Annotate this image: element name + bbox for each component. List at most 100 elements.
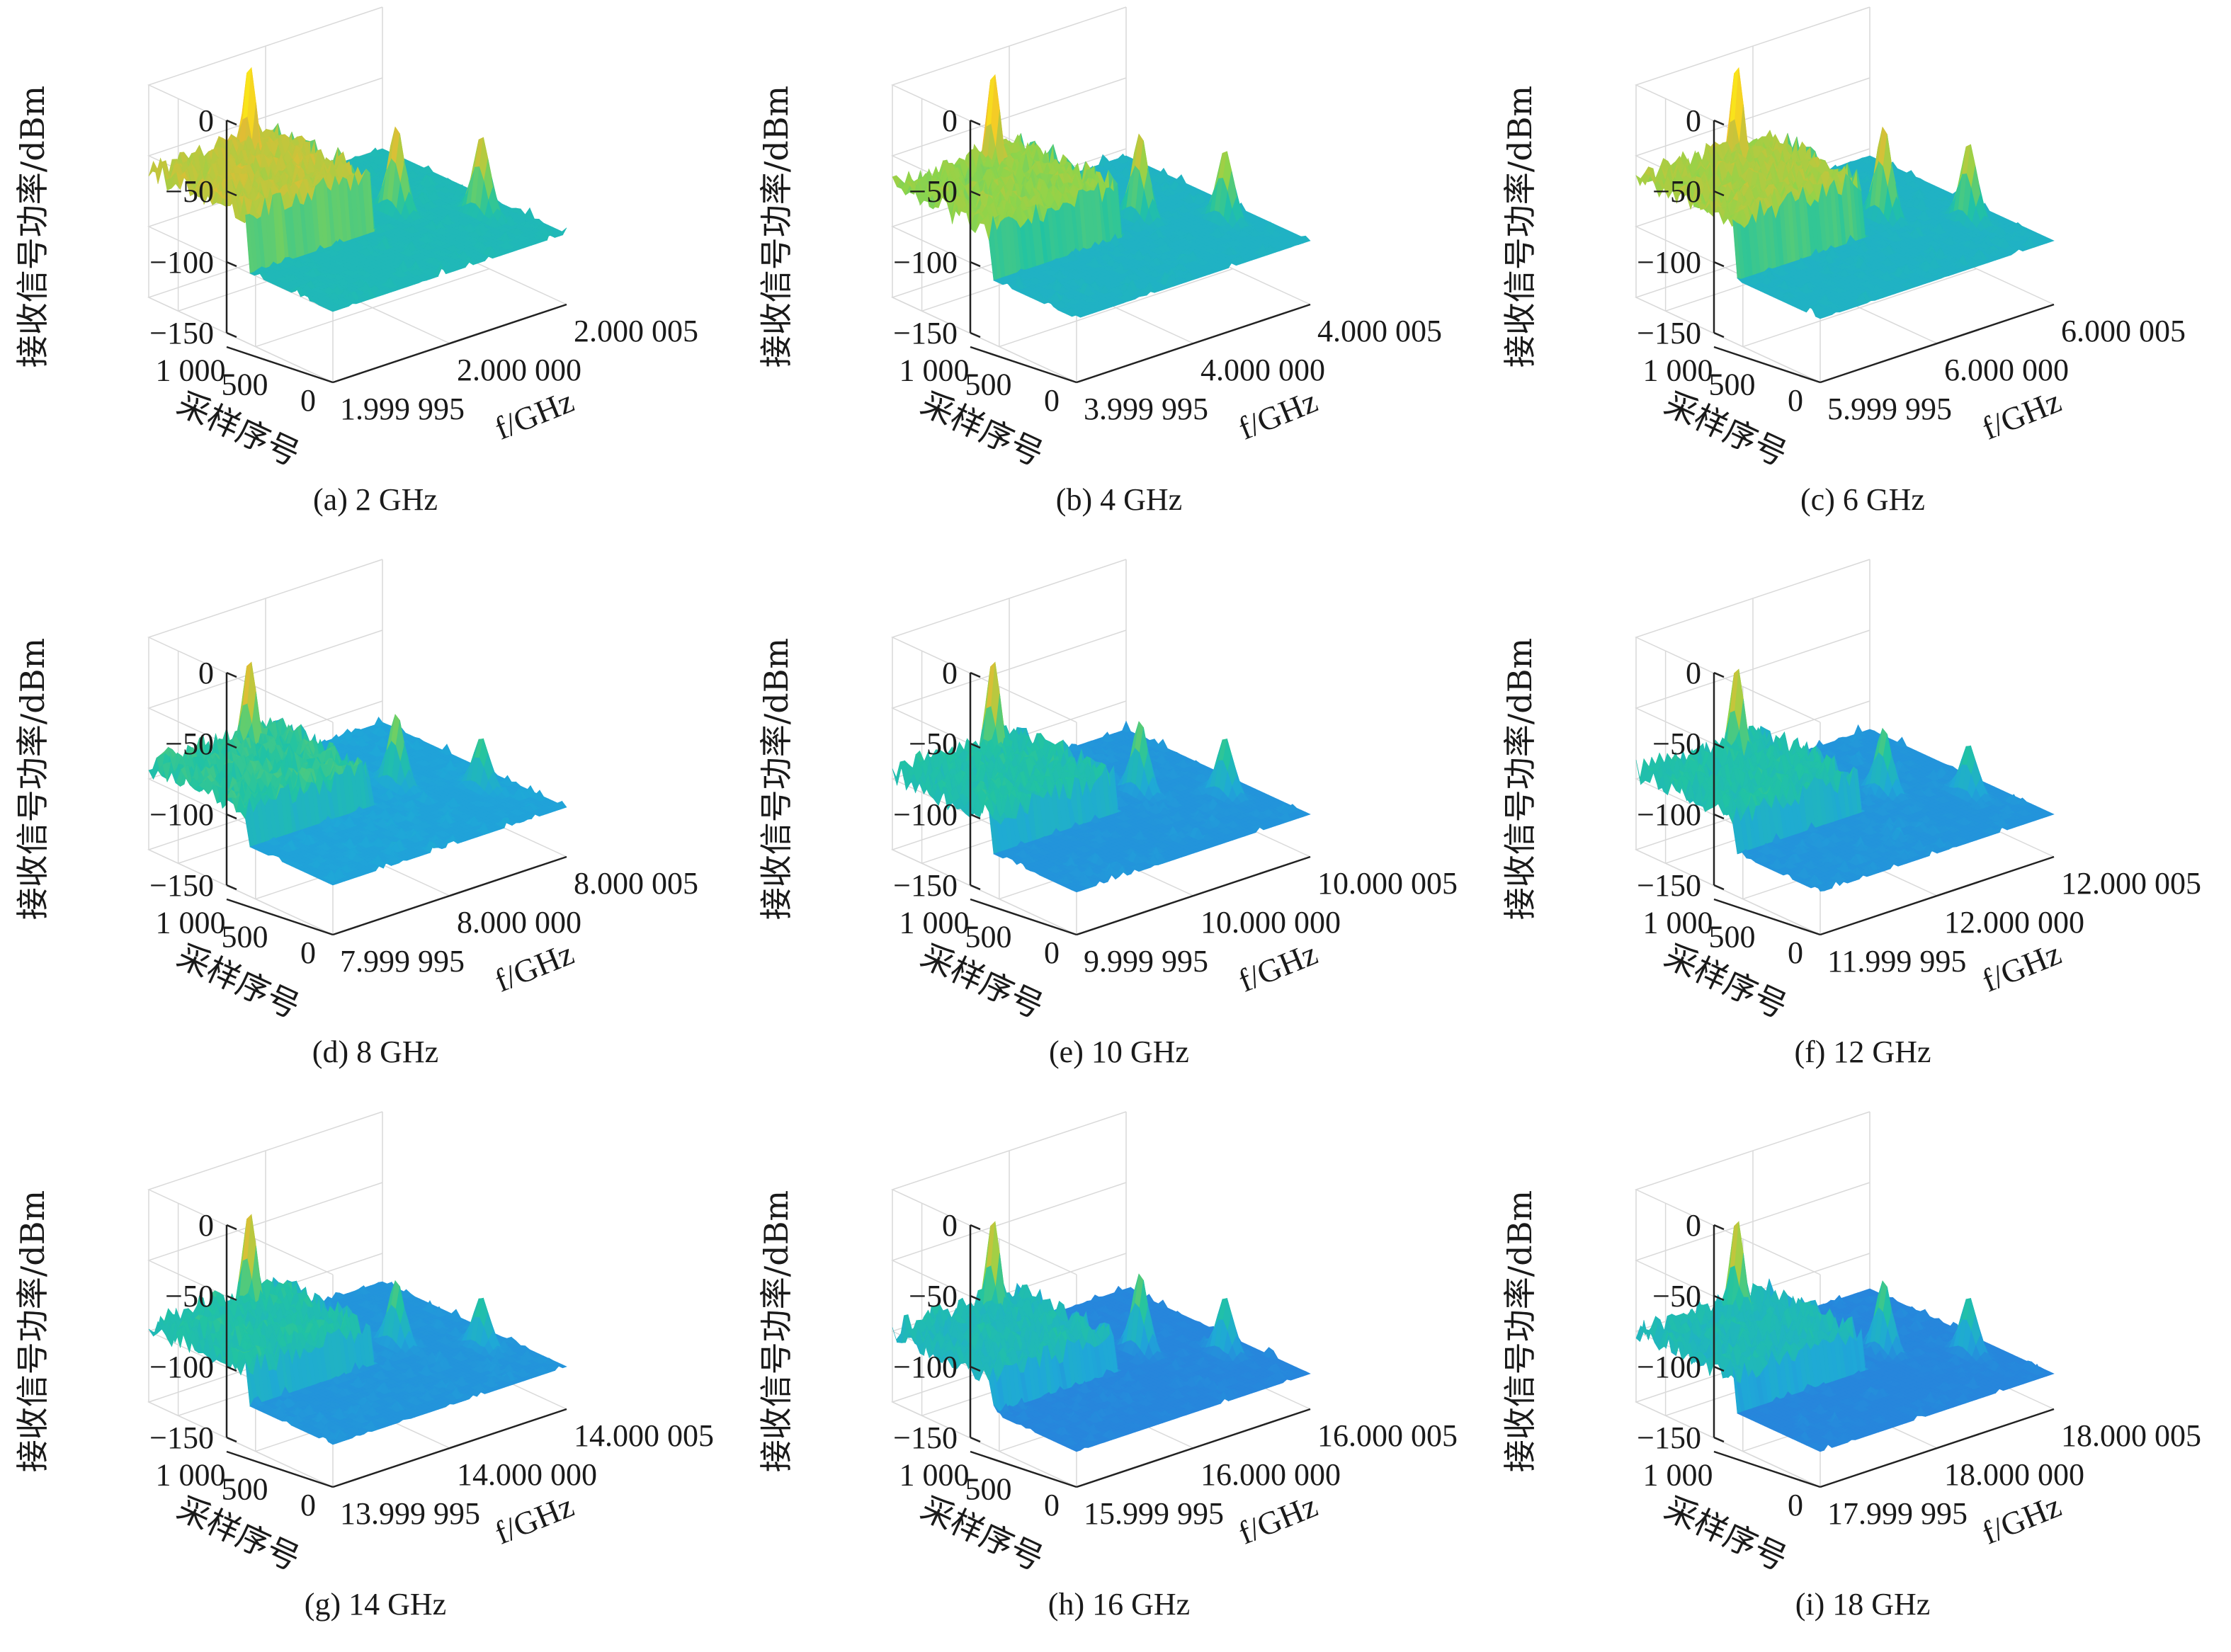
axes xyxy=(225,119,567,384)
panel-caption: (c) 6 GHz xyxy=(1664,482,2061,518)
x-axis-label: f/GHz xyxy=(1977,935,2066,998)
y-tick-label: 1 000 xyxy=(156,353,226,388)
z-axis-label: 接收信号功率/dBm xyxy=(13,1190,52,1472)
axes xyxy=(1713,1224,2055,1488)
axes xyxy=(969,119,1311,384)
z-tick-label: −100 xyxy=(1637,797,1701,832)
z-axis-label: 接收信号功率/dBm xyxy=(13,638,52,920)
axes xyxy=(1713,671,2055,936)
z-tick-label: −50 xyxy=(165,727,214,761)
y-tick-label: 0 xyxy=(1788,383,1803,418)
panel-caption: (f) 12 GHz xyxy=(1664,1034,2061,1070)
panel-caption: (i) 18 GHz xyxy=(1664,1586,2061,1622)
x-tick-label: 3.999 995 xyxy=(1084,392,1208,426)
spectrum-surface xyxy=(892,661,1311,893)
z-axis-label: 接收信号功率/dBm xyxy=(1501,86,1539,368)
z-tick-label: −150 xyxy=(893,868,958,903)
z-tick-label: −100 xyxy=(893,797,958,832)
z-tick-label: −50 xyxy=(1652,727,1701,761)
y-axis-label: 采样序号 xyxy=(1659,1488,1793,1578)
z-tick-label: −150 xyxy=(149,868,214,903)
z-tick-label: −100 xyxy=(893,245,958,280)
y-tick-label: 0 xyxy=(1044,935,1060,970)
y-tick-label: 500 xyxy=(222,368,268,402)
axes xyxy=(969,1224,1311,1488)
z-tick-label: −100 xyxy=(1637,245,1701,280)
spectrum-surface xyxy=(148,1214,567,1445)
z-tick-label: 0 xyxy=(198,656,214,690)
y-tick-label: 500 xyxy=(222,920,268,955)
x-tick-label: 14.000 005 xyxy=(574,1418,714,1453)
x-tick-label: 18.000 000 xyxy=(1944,1457,2084,1492)
x-tick-label: 9.999 995 xyxy=(1084,944,1208,979)
z-tick-label: −150 xyxy=(1637,1420,1701,1455)
y-tick-label: 500 xyxy=(1709,920,1756,955)
y-tick-label: 1 000 xyxy=(1643,353,1713,388)
spectrum-surface xyxy=(1635,1221,2055,1452)
y-tick-label: 0 xyxy=(1044,383,1060,418)
y-tick-label: 1 000 xyxy=(899,1458,970,1493)
y-tick-label: 0 xyxy=(1788,1488,1803,1522)
x-tick-label: 2.000 005 xyxy=(574,314,698,348)
x-tick-label: 14.000 000 xyxy=(457,1457,597,1492)
z-tick-label: −50 xyxy=(165,174,214,209)
axes xyxy=(225,1224,567,1488)
y-tick-label: 1 000 xyxy=(1643,906,1713,940)
z-axis-label: 接收信号功率/dBm xyxy=(13,86,52,368)
z-tick-label: −150 xyxy=(149,1420,214,1455)
z-tick-label: 0 xyxy=(942,1208,958,1243)
z-tick-label: 0 xyxy=(198,103,214,138)
z-tick-label: −50 xyxy=(909,1279,958,1314)
y-tick-label: 0 xyxy=(300,935,316,970)
x-tick-label: 17.999 995 xyxy=(1827,1496,1968,1531)
z-tick-label: −150 xyxy=(149,316,214,351)
spectrum-surface xyxy=(892,1221,1311,1452)
y-tick-label: 500 xyxy=(965,368,1012,402)
x-tick-label: 7.999 995 xyxy=(340,944,465,979)
z-tick-label: −150 xyxy=(1637,316,1701,351)
x-tick-label: 12.000 000 xyxy=(1944,905,2084,940)
z-tick-label: −100 xyxy=(149,245,214,280)
x-axis-label: f/GHz xyxy=(489,1487,579,1551)
x-axis-label: f/GHz xyxy=(1977,382,2066,446)
z-tick-label: −150 xyxy=(1637,868,1701,903)
z-axis-label: 接收信号功率/dBm xyxy=(1501,638,1539,920)
z-tick-label: −50 xyxy=(165,1279,214,1314)
y-tick-label: 0 xyxy=(300,1488,316,1522)
axes xyxy=(225,671,567,936)
z-tick-label: −150 xyxy=(893,316,958,351)
z-tick-label: −50 xyxy=(909,174,958,209)
x-tick-label: 18.000 005 xyxy=(2061,1418,2201,1453)
y-tick-label: 1 000 xyxy=(899,906,970,940)
z-axis-label: 接收信号功率/dBm xyxy=(757,86,795,368)
y-tick-label: 0 xyxy=(300,383,316,418)
z-axis-label: 接收信号功率/dBm xyxy=(757,1190,795,1472)
x-axis-label: f/GHz xyxy=(1977,1487,2066,1551)
z-tick-label: −100 xyxy=(149,1350,214,1384)
z-tick-label: 0 xyxy=(942,656,958,690)
x-axis-label: f/GHz xyxy=(1233,1487,1322,1551)
z-tick-label: −50 xyxy=(1652,174,1701,209)
y-tick-label: 500 xyxy=(1709,368,1756,402)
z-tick-label: −50 xyxy=(1652,1279,1701,1314)
x-tick-label: 15.999 995 xyxy=(1084,1496,1224,1531)
y-tick-label: 1 000 xyxy=(899,353,970,388)
x-tick-label: 10.000 000 xyxy=(1200,905,1341,940)
x-tick-label: 6.000 000 xyxy=(1944,353,2069,387)
z-tick-label: 0 xyxy=(1686,656,1701,690)
y-tick-label: 500 xyxy=(965,1472,1012,1507)
panel-caption: (a) 2 GHz xyxy=(177,482,574,518)
z-tick-label: −150 xyxy=(893,1420,958,1455)
x-tick-label: 11.999 995 xyxy=(1827,944,1966,979)
